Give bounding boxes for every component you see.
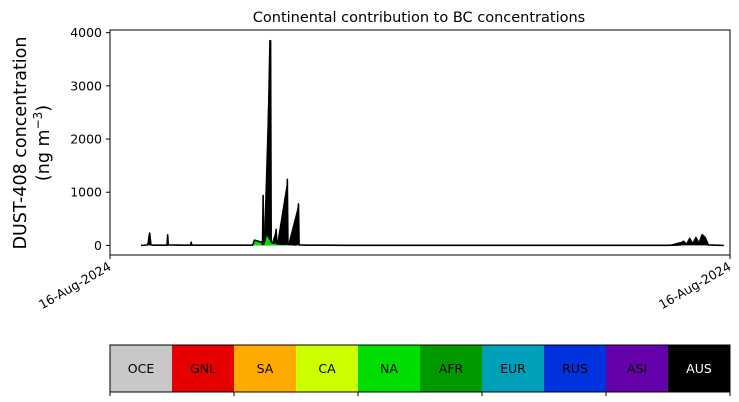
colorbar-swatch-na: [358, 345, 421, 392]
colorbar-label-afr: AFR: [439, 361, 464, 376]
y-axis-label-line2: (ng m−3): [31, 105, 54, 181]
y-tick-label: 3000: [70, 78, 102, 93]
y-tick-label: 2000: [70, 132, 102, 147]
colorbar-swatch-afr: [420, 345, 483, 392]
colorbar-swatch-sa: [234, 345, 297, 392]
colorbar-swatch-ca: [296, 345, 359, 392]
colorbar-swatch-oce: [110, 345, 173, 392]
colorbar-swatch-gnl: [172, 345, 235, 392]
colorbar-label-na: NA: [380, 361, 398, 376]
region-colorbar: OCE GNL SA CA NA AFR EUR RUS ASI AUS: [109, 344, 731, 396]
series-layer: [140, 39, 724, 247]
x-tick-label: 16-Aug-2024: [36, 259, 114, 312]
x-tick-label: 16-Aug-2024: [656, 259, 734, 312]
y-tick-label: 1000: [70, 185, 102, 200]
colorbar-label-eur: EUR: [500, 361, 526, 376]
colorbar-label-aus: AUS: [686, 361, 712, 376]
colorbar-swatch-aus: [668, 345, 731, 392]
colorbar-swatch-rus: [544, 345, 607, 392]
y-tick-label: 4000: [70, 25, 102, 40]
colorbar-frame: [109, 344, 731, 393]
y-tick-label: 0: [94, 238, 102, 253]
colorbar-swatch-asi: [606, 345, 669, 392]
chart-title: Continental contribution to BC concentra…: [253, 10, 585, 26]
y-axis-label-close: ): [34, 105, 54, 112]
series-area-aus: [141, 40, 724, 246]
colorbar-label-rus: RUS: [562, 361, 588, 376]
colorbar-label-oce: OCE: [128, 361, 155, 376]
y-ticks: 0 1000 2000 3000 4000: [70, 25, 110, 253]
series-area-na: [252, 234, 309, 246]
colorbar-label-sa: SA: [257, 361, 274, 376]
colorbar-label-ca: CA: [318, 361, 336, 376]
colorbar-label-gnl: GNL: [190, 361, 216, 376]
y-axis-label-unit: (ng m: [34, 129, 54, 181]
colorbar-label-asi: ASI: [627, 361, 647, 376]
plot-frame: [109, 29, 731, 256]
y-axis-label-exponent: −3: [31, 112, 45, 130]
x-ticks: 16-Aug-2024 16-Aug-2024: [36, 255, 734, 312]
colorbar-swatch-eur: [482, 345, 545, 392]
y-axis-label-line1: DUST-408 concentration: [11, 37, 31, 250]
total-concentration-line: [140, 39, 724, 247]
y-axis-label: DUST-408 concentration (ng m−3): [11, 37, 54, 250]
